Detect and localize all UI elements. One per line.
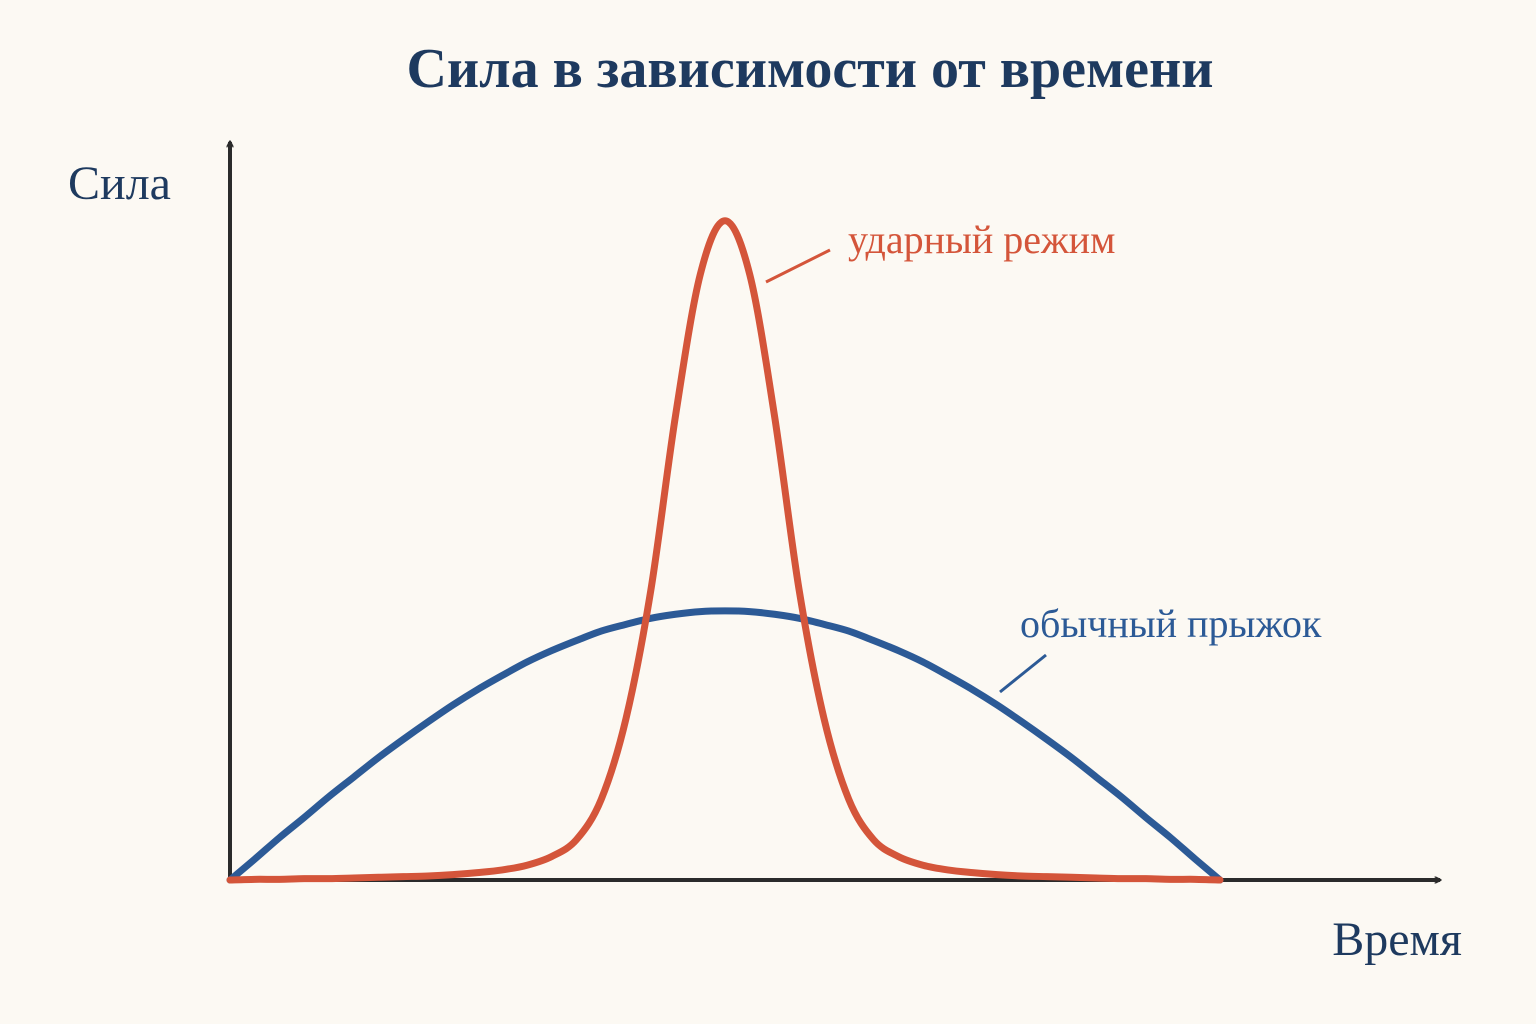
- y-axis-label: Сила: [68, 157, 171, 210]
- annotation-leader: [999, 653, 1047, 694]
- series-annotation: обычный прыжок: [1020, 601, 1322, 646]
- x-axis-label: Время: [1332, 913, 1462, 966]
- data-line: [226, 607, 1224, 884]
- data-line: [226, 217, 1224, 884]
- series-annotation: ударный режим: [848, 217, 1115, 262]
- annotation-leader: [765, 248, 831, 284]
- chart-title: Сила в зависимости от времени: [406, 38, 1213, 100]
